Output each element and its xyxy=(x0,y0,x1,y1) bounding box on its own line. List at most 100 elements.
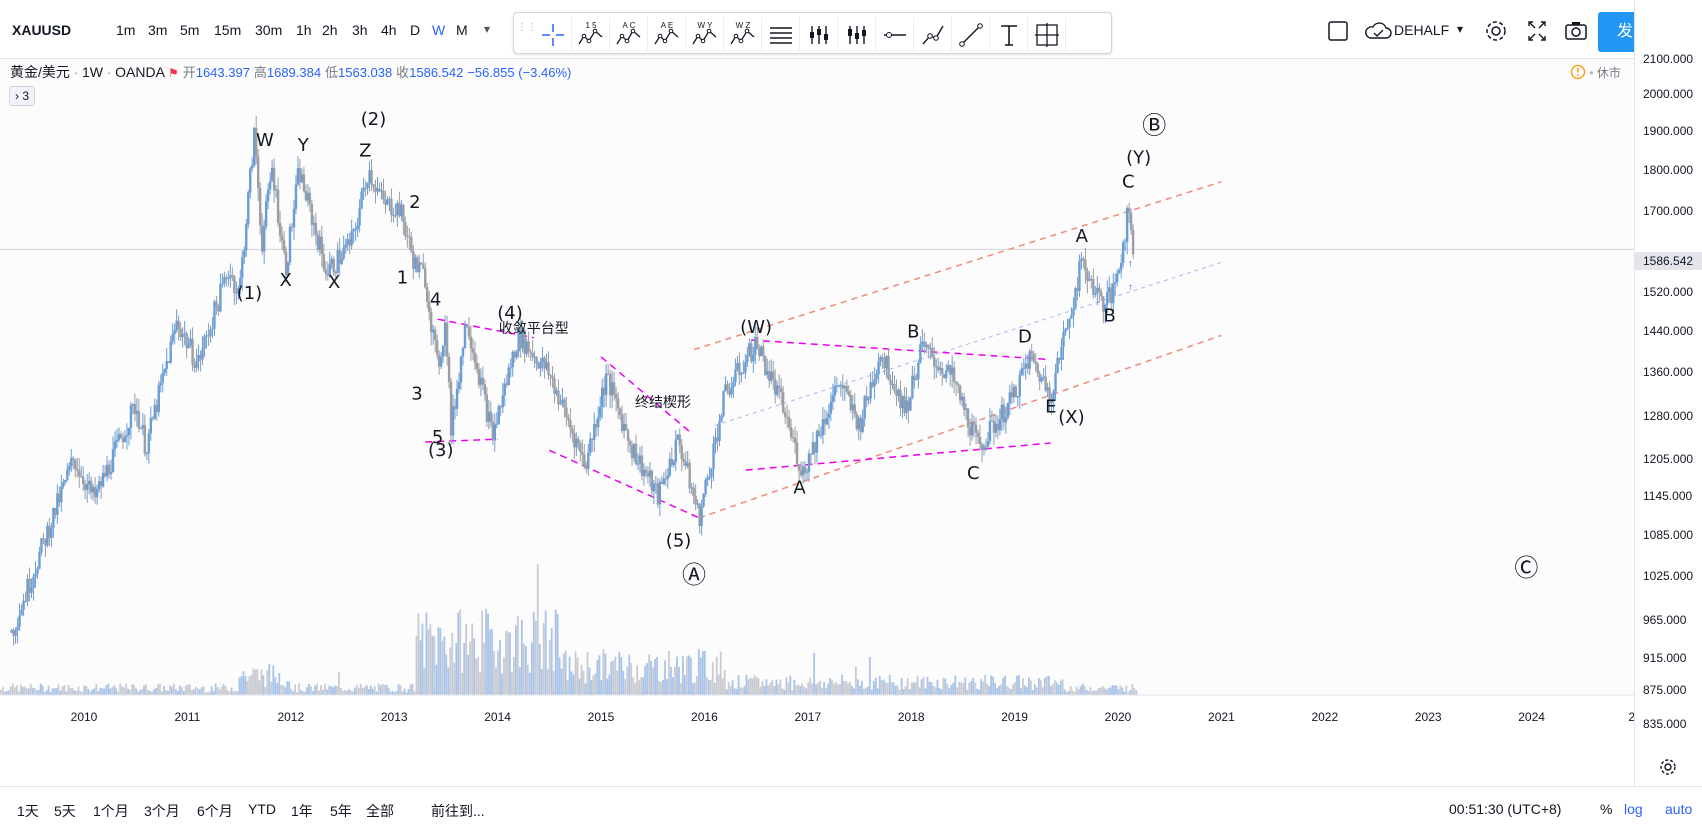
wave-label[interactable]: B xyxy=(907,322,919,343)
wave-label[interactable]: W xyxy=(256,130,274,151)
log-scale-toggle[interactable]: log xyxy=(1624,801,1643,817)
wave-label[interactable]: Y xyxy=(297,135,310,156)
auto-scale-toggle[interactable]: auto xyxy=(1665,801,1693,817)
wave-label[interactable]: (5) xyxy=(666,530,692,551)
short-position-icon[interactable] xyxy=(838,17,876,51)
timeframe-5m[interactable]: 5m xyxy=(180,22,200,38)
price-axis[interactable]: 2100.000 2000.000 1900.000 1800.000 1700.000… xyxy=(1634,0,1702,786)
clock[interactable]: 00:51:30 (UTC+8) xyxy=(1449,801,1562,817)
horizontal-ray-icon[interactable] xyxy=(876,17,914,51)
timeframe-15m[interactable]: 15m xyxy=(214,22,242,38)
timeframe-3h[interactable]: 3h xyxy=(352,22,368,38)
mid-channel-line[interactable] xyxy=(714,261,1222,427)
range-2[interactable]: 1个月 xyxy=(93,803,129,819)
timeframe-W[interactable]: W xyxy=(432,22,446,38)
fullscreen-icon[interactable] xyxy=(1524,16,1550,46)
time-axis[interactable]: 2010 2011 2012 2013 2014 2015 2016 2017 2018 2019… xyxy=(0,59,1634,753)
wave-label[interactable]: A xyxy=(1076,226,1089,247)
long-position-icon[interactable] xyxy=(800,17,838,51)
timeframe-dropdown-icon[interactable]: ▾ xyxy=(484,22,491,36)
wave-label[interactable]: Ⓑ xyxy=(1142,112,1166,140)
range-8[interactable]: 全部 xyxy=(366,803,394,819)
indicators-toggle[interactable]: › 3 xyxy=(9,86,35,106)
wave-label[interactable]: (2) xyxy=(361,109,387,130)
wave-label[interactable]: 收敛平台型 xyxy=(499,321,569,337)
pattern-line[interactable] xyxy=(425,438,498,443)
channel-line[interactable] xyxy=(698,334,1222,519)
crosshair-icon[interactable] xyxy=(534,17,572,51)
elliott-triple-combo-icon[interactable]: W Z xyxy=(724,17,762,51)
layout-name[interactable]: DEHALF xyxy=(1394,22,1450,38)
elliott-impulse-icon[interactable]: 1 5 xyxy=(572,17,610,51)
layout-dropdown-icon[interactable]: ▾ xyxy=(1457,22,1464,36)
symbol-search[interactable]: XAUUSD xyxy=(12,22,72,38)
timeframe-2h[interactable]: 2h xyxy=(322,22,338,38)
wave-label[interactable]: Ⓒ xyxy=(1514,554,1538,582)
timeframe-D[interactable]: D xyxy=(410,22,421,38)
pattern-line[interactable] xyxy=(750,339,1046,360)
wave-label[interactable]: Ⓐ xyxy=(682,561,706,589)
range-5[interactable]: YTD xyxy=(248,801,276,817)
timeframe-3m[interactable]: 3m xyxy=(148,22,168,38)
goto-date-button[interactable]: 前往到... xyxy=(431,803,485,819)
fullscreen-crosshair-icon[interactable] xyxy=(1028,17,1066,51)
wave-label[interactable]: Z xyxy=(359,140,371,161)
wave-label[interactable]: X xyxy=(279,270,291,291)
chart-area[interactable]: ↑ ↑ W Y X X (1) (2) Z 2 1 4 3 5 (3) (4) 收敛平台型 终结楔形 (5) Ⓐ (W)… xyxy=(0,58,1634,753)
wave-label[interactable]: A xyxy=(793,478,806,499)
range-3[interactable]: 3个月 xyxy=(144,803,180,819)
timeframe-1m[interactable]: 1m xyxy=(116,22,136,38)
cloud-save-icon[interactable] xyxy=(1364,16,1392,46)
volume-bar xyxy=(39,683,42,695)
timeframe-1h[interactable]: 1h xyxy=(296,22,312,38)
wave-label[interactable]: 5 xyxy=(432,427,443,448)
wave-label[interactable]: (X) xyxy=(1058,407,1084,428)
wave-label[interactable]: C xyxy=(967,463,980,484)
wave-label[interactable]: (1) xyxy=(237,283,263,304)
wave-label[interactable]: D xyxy=(1018,326,1032,347)
horizontal-lines-icon[interactable] xyxy=(762,17,800,51)
wave-label[interactable]: 1 xyxy=(397,268,408,289)
pattern-line[interactable] xyxy=(437,318,534,339)
pattern-line[interactable] xyxy=(548,449,700,519)
layout-icon[interactable] xyxy=(1326,16,1350,46)
settings-icon[interactable] xyxy=(1483,16,1509,46)
wave-label[interactable]: 3 xyxy=(411,383,422,404)
text-tool-icon[interactable] xyxy=(990,17,1028,51)
elliott-triangle-icon[interactable]: A E xyxy=(648,17,686,51)
range-1[interactable]: 5天 xyxy=(54,803,76,819)
toolbar-drag-handle[interactable]: ⋮⋮ xyxy=(517,22,537,33)
elliott-double-combo-icon[interactable]: W Y xyxy=(686,17,724,51)
elliott-correction-icon[interactable]: A C xyxy=(610,17,648,51)
range-6[interactable]: 1年 xyxy=(291,803,313,819)
candle xyxy=(306,184,310,207)
timeframe-30m[interactable]: 30m xyxy=(255,22,283,38)
wave-label[interactable]: (4) xyxy=(497,303,523,324)
axis-settings-icon[interactable] xyxy=(1658,757,1678,777)
volume-bar xyxy=(196,688,199,695)
candle xyxy=(348,232,351,255)
wave-label[interactable]: (Y) xyxy=(1126,148,1151,169)
wave-label[interactable]: C xyxy=(1122,171,1135,192)
wave-label[interactable]: E xyxy=(1045,396,1056,417)
wave-label[interactable]: B xyxy=(1104,305,1116,326)
camera-icon[interactable] xyxy=(1563,16,1589,46)
wave-label[interactable]: X xyxy=(328,272,340,293)
range-7[interactable]: 5年 xyxy=(330,803,352,819)
percent-scale-toggle[interactable]: % xyxy=(1600,801,1613,817)
volume-bar xyxy=(978,689,981,695)
range-4[interactable]: 6个月 xyxy=(197,803,233,819)
alert-icon[interactable]: ⚑ xyxy=(168,66,179,80)
wave-label[interactable]: (W) xyxy=(740,317,772,338)
range-0[interactable]: 1天 xyxy=(17,803,39,819)
wave-label[interactable]: 4 xyxy=(430,290,441,311)
wave-label[interactable]: 2 xyxy=(409,192,420,213)
trend-line-icon[interactable] xyxy=(952,17,990,51)
timeframe-4h[interactable]: 4h xyxy=(381,22,397,38)
trend-path-icon[interactable] xyxy=(914,17,952,51)
timeframe-M[interactable]: M xyxy=(456,22,468,38)
wave-label[interactable]: 终结楔形 xyxy=(635,395,691,411)
wave-label[interactable]: (3) xyxy=(428,440,454,461)
channel-line[interactable] xyxy=(693,181,1222,351)
